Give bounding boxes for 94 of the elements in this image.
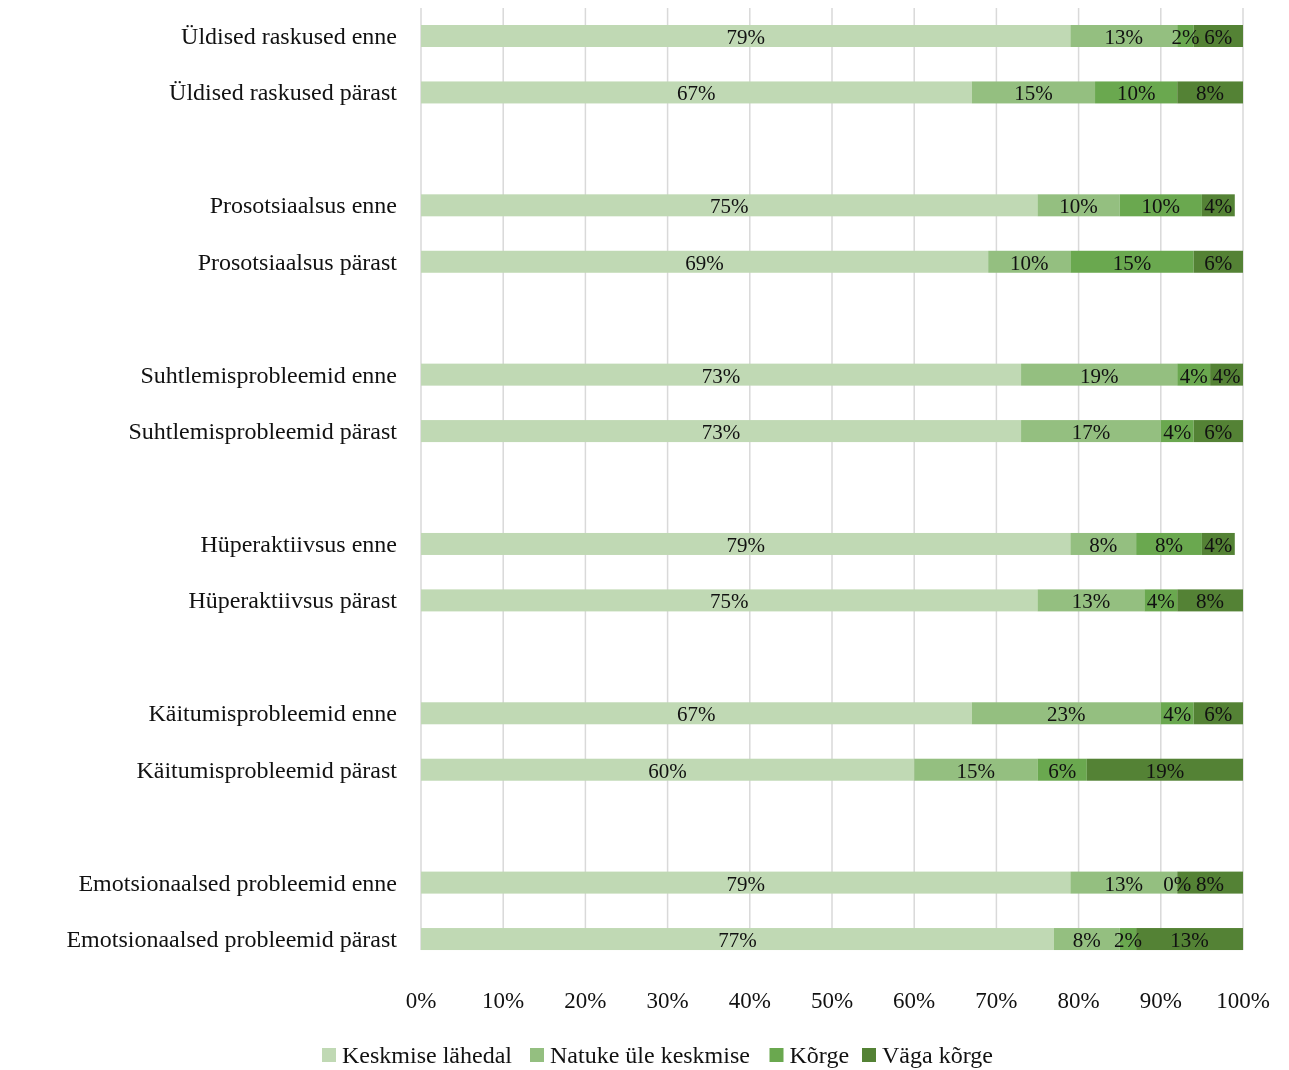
x-tick-label: 60%: [893, 988, 936, 1013]
data-label: 6%: [1204, 25, 1233, 49]
data-label: 75%: [710, 194, 749, 219]
data-label: 77%: [718, 928, 757, 953]
y-tick-label: Käitumisprobleemid enne: [148, 700, 397, 727]
data-label: 10%: [1141, 194, 1181, 219]
x-tick-label: 40%: [728, 988, 771, 1013]
y-tick-label: Suhtlemisprobleemid pärast: [128, 418, 398, 445]
data-label: 4%: [1163, 702, 1192, 727]
data-label: 8%: [1072, 928, 1101, 953]
x-tick-label: 100%: [1216, 988, 1270, 1013]
bar: [421, 81, 972, 104]
bar: [1086, 758, 1243, 781]
x-tick-label: 90%: [1139, 988, 1182, 1013]
data-label: 8%: [1155, 532, 1184, 557]
data-label: 15%: [1112, 250, 1152, 275]
data-label: 2%: [1171, 25, 1200, 49]
data-label: 17%: [1071, 420, 1111, 445]
data-label: 13%: [1071, 589, 1111, 614]
bar: [421, 25, 1071, 47]
data-label: 79%: [726, 532, 765, 557]
bar: [1070, 250, 1194, 273]
y-tick-label: Üldised raskused enne: [181, 23, 397, 49]
data-label: 10%: [1010, 250, 1049, 275]
bar: [1021, 363, 1178, 386]
bar: [421, 928, 1054, 951]
bar: [421, 250, 989, 273]
data-label: 6%: [1204, 702, 1233, 727]
x-tick-label: 50%: [810, 988, 854, 1013]
bar: [421, 532, 1071, 555]
bar: [421, 702, 972, 725]
y-tick-label: Üldised raskused pärast: [169, 79, 398, 106]
data-label: 67%: [677, 702, 716, 727]
data-label: 2%: [1113, 928, 1142, 953]
y-tick-label: Prosotsiaalsus enne: [209, 192, 397, 219]
data-label: 4%: [1179, 363, 1208, 388]
bar: [421, 758, 915, 781]
bar: [421, 363, 1022, 386]
y-tick-label: Suhtlemisprobleemid enne: [140, 361, 397, 388]
data-label: 6%: [1204, 420, 1233, 445]
data-label: 69%: [685, 250, 724, 275]
data-label: 4%: [1146, 589, 1175, 614]
data-label: 8%: [1089, 532, 1118, 557]
data-label: 23%: [1047, 702, 1086, 727]
data-label: 60%: [648, 758, 687, 783]
y-tick-label: Emotsionaalsed probleemid pärast: [66, 926, 398, 953]
x-tick-label: 10%: [482, 988, 525, 1013]
data-label: 13%: [1170, 928, 1209, 953]
y-tick-label: Hüperaktiivsus pärast: [188, 587, 398, 614]
data-label: 4%: [1204, 194, 1233, 219]
x-tick-label: 70%: [975, 988, 1018, 1013]
data-label: 4%: [1204, 532, 1233, 557]
data-label: 10%: [1059, 194, 1098, 219]
data-label: 75%: [710, 589, 749, 614]
data-label: 79%: [726, 871, 765, 896]
bar: [971, 702, 1161, 725]
data-label: 4%: [1212, 363, 1241, 388]
legend-label: Keskmise lähedal: [342, 1042, 513, 1068]
x-tick-label: 0%: [405, 988, 437, 1013]
bar: [914, 758, 1038, 781]
bar: [421, 194, 1038, 217]
legend-label: Väga kõrge: [882, 1042, 993, 1068]
data-label: 19%: [1145, 758, 1185, 783]
bar: [421, 871, 1071, 894]
y-tick-label: Emotsionaalsed probleemid enne: [78, 869, 397, 896]
bar: [971, 81, 1096, 104]
data-label: 13%: [1104, 25, 1144, 49]
data-label: 13%: [1104, 871, 1144, 896]
data-label: 6%: [1048, 758, 1077, 783]
bar: [421, 589, 1038, 612]
y-tick-label: Käitumisprobleemid pärast: [136, 756, 398, 783]
legend-label: Natuke üle keskmise: [550, 1042, 750, 1068]
data-label: 10%: [1116, 81, 1156, 106]
x-tick-label: 80%: [1057, 988, 1100, 1013]
data-label: 4%: [1163, 420, 1192, 445]
data-label: 8%: [1196, 589, 1225, 614]
bar: [1021, 420, 1161, 443]
data-label: 8%: [1196, 81, 1225, 106]
data-label: 73%: [701, 420, 741, 445]
bar: [421, 420, 1022, 443]
y-tick-label: Prosotsiaalsus pärast: [197, 248, 398, 275]
y-tick-label: Hüperaktiivsus enne: [200, 530, 397, 557]
data-label: 15%: [956, 758, 996, 783]
data-label: 73%: [701, 363, 741, 388]
legend-label: Kõrge: [789, 1042, 850, 1068]
data-label: 79%: [726, 25, 765, 49]
data-label: 6%: [1204, 250, 1233, 275]
data-label: 15%: [1014, 81, 1053, 106]
data-label: 19%: [1079, 363, 1119, 388]
x-tick-label: 30%: [646, 988, 689, 1013]
data-label: 0%: [1163, 871, 1192, 896]
data-label: 67%: [677, 81, 716, 106]
x-tick-label: 20%: [564, 988, 607, 1013]
data-label: 8%: [1196, 871, 1225, 896]
